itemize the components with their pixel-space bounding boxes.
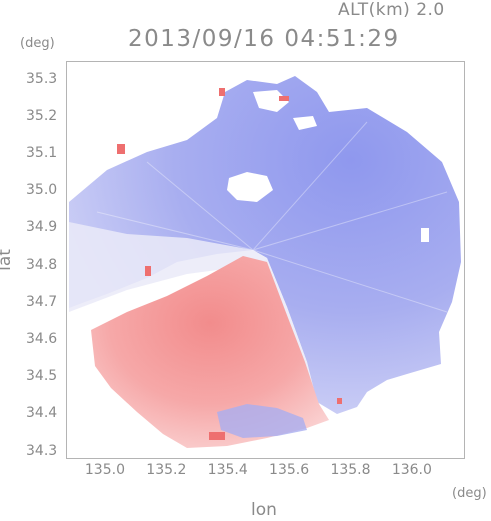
y-tick-label: 35.2 bbox=[26, 107, 58, 124]
y-axis-unit: (deg) bbox=[20, 36, 55, 51]
y-tick-label: 35.3 bbox=[26, 70, 58, 87]
negative-velocity-region bbox=[69, 76, 461, 414]
y-tick-label: 34.4 bbox=[26, 405, 58, 422]
x-tick-label: 135.6 bbox=[269, 462, 310, 478]
positive-velocity-region bbox=[91, 256, 329, 448]
clutter-spots bbox=[117, 88, 342, 440]
x-tick-label: 135.2 bbox=[146, 462, 187, 478]
y-tick-label: 34.7 bbox=[26, 293, 58, 310]
y-tick-label: 34.3 bbox=[26, 442, 58, 459]
x-tick-label: 136.0 bbox=[391, 462, 432, 478]
y-axis-label: lat bbox=[0, 249, 15, 271]
no-data-patches bbox=[227, 90, 429, 242]
radar-velocity-map bbox=[69, 76, 461, 448]
y-tick-label: 35.0 bbox=[26, 182, 58, 199]
timestamp-title: 2013/09/16 04:51:29 bbox=[128, 26, 400, 52]
x-tick-label: 135.8 bbox=[330, 462, 371, 478]
y-tick-label: 35.1 bbox=[26, 144, 58, 161]
radial-streaks bbox=[96, 121, 448, 313]
y-tick-label: 34.6 bbox=[26, 330, 58, 347]
x-axis-unit: (deg) bbox=[452, 486, 487, 501]
y-tick-label: 34.8 bbox=[26, 256, 58, 273]
y-tick-label: 34.5 bbox=[26, 368, 58, 385]
x-axis-label: lon bbox=[251, 500, 277, 520]
plot-area bbox=[66, 61, 465, 459]
embedded-negative-cluster bbox=[217, 404, 307, 438]
y-tick-label: 34.9 bbox=[26, 219, 58, 236]
altitude-label: ALT(km) 2.0 bbox=[338, 0, 445, 20]
x-tick-label: 135.4 bbox=[207, 462, 248, 478]
x-tick-label: 135.0 bbox=[84, 462, 125, 478]
